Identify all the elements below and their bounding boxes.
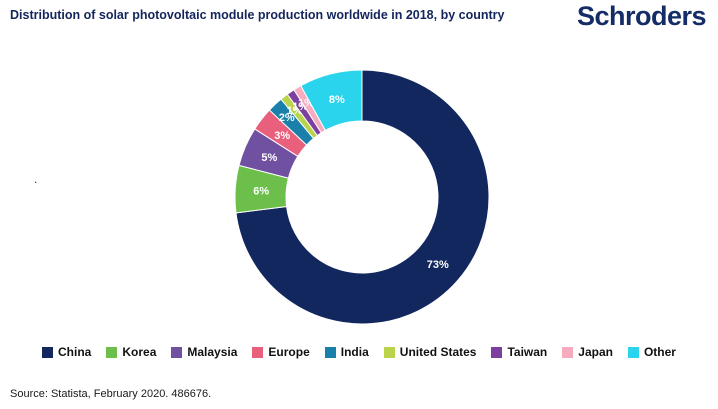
legend-label-other: Other (643, 345, 676, 359)
legend-swatch-united-states (383, 346, 395, 358)
legend-item-china: China (42, 345, 91, 359)
legend-item-europe: Europe (252, 345, 310, 359)
legend-label-united-states: United States (399, 345, 477, 359)
legend-label-europe: Europe (268, 345, 310, 359)
legend-label-japan: Japan (578, 345, 613, 359)
legend-label-malaysia: Malaysia (187, 345, 238, 359)
legend-swatch-taiwan (491, 346, 503, 358)
legend-swatch-china (42, 346, 54, 358)
schroders-logo: Schroders (576, 1, 707, 31)
legend-item-japan: Japan (562, 345, 613, 359)
page-title: Distribution of solar photovoltaic modul… (10, 8, 505, 22)
legend-swatch-japan (562, 346, 574, 358)
legend-item-korea: Korea (106, 345, 156, 359)
legend-swatch-korea (106, 346, 118, 358)
slice-label-malaysia: 5% (261, 152, 277, 164)
legend-label-india: India (340, 345, 369, 359)
legend-item-taiwan: Taiwan (491, 345, 547, 359)
legend-item-united-states: United States (383, 345, 477, 359)
source-note: Source: Statista, February 2020. 486676. (10, 388, 212, 400)
slice-label-other: 8% (329, 94, 345, 106)
legend-item-india: India (324, 345, 369, 359)
slice-label-korea: 6% (253, 186, 269, 198)
slice-china (235, 69, 490, 325)
slice-label-india: 2% (279, 112, 295, 124)
legend-swatch-malaysia (171, 346, 183, 358)
legend-label-korea: Korea (122, 345, 157, 359)
stray-dot: . (34, 172, 38, 186)
chart-legend: China Korea Malaysia Europe India United Stat… (0, 345, 718, 359)
slice-label-europe: 3% (274, 130, 290, 142)
legend-label-china: China (58, 345, 92, 359)
legend-swatch-india (324, 346, 336, 358)
legend-swatch-europe (252, 346, 264, 358)
slice-other (300, 69, 363, 132)
legend-item-other: Other (627, 345, 676, 359)
legend-item-malaysia: Malaysia (171, 345, 237, 359)
legend-label-taiwan: Taiwan (507, 345, 548, 359)
legend-swatch-other (627, 346, 639, 358)
slice-label-china: 73% (427, 259, 449, 271)
